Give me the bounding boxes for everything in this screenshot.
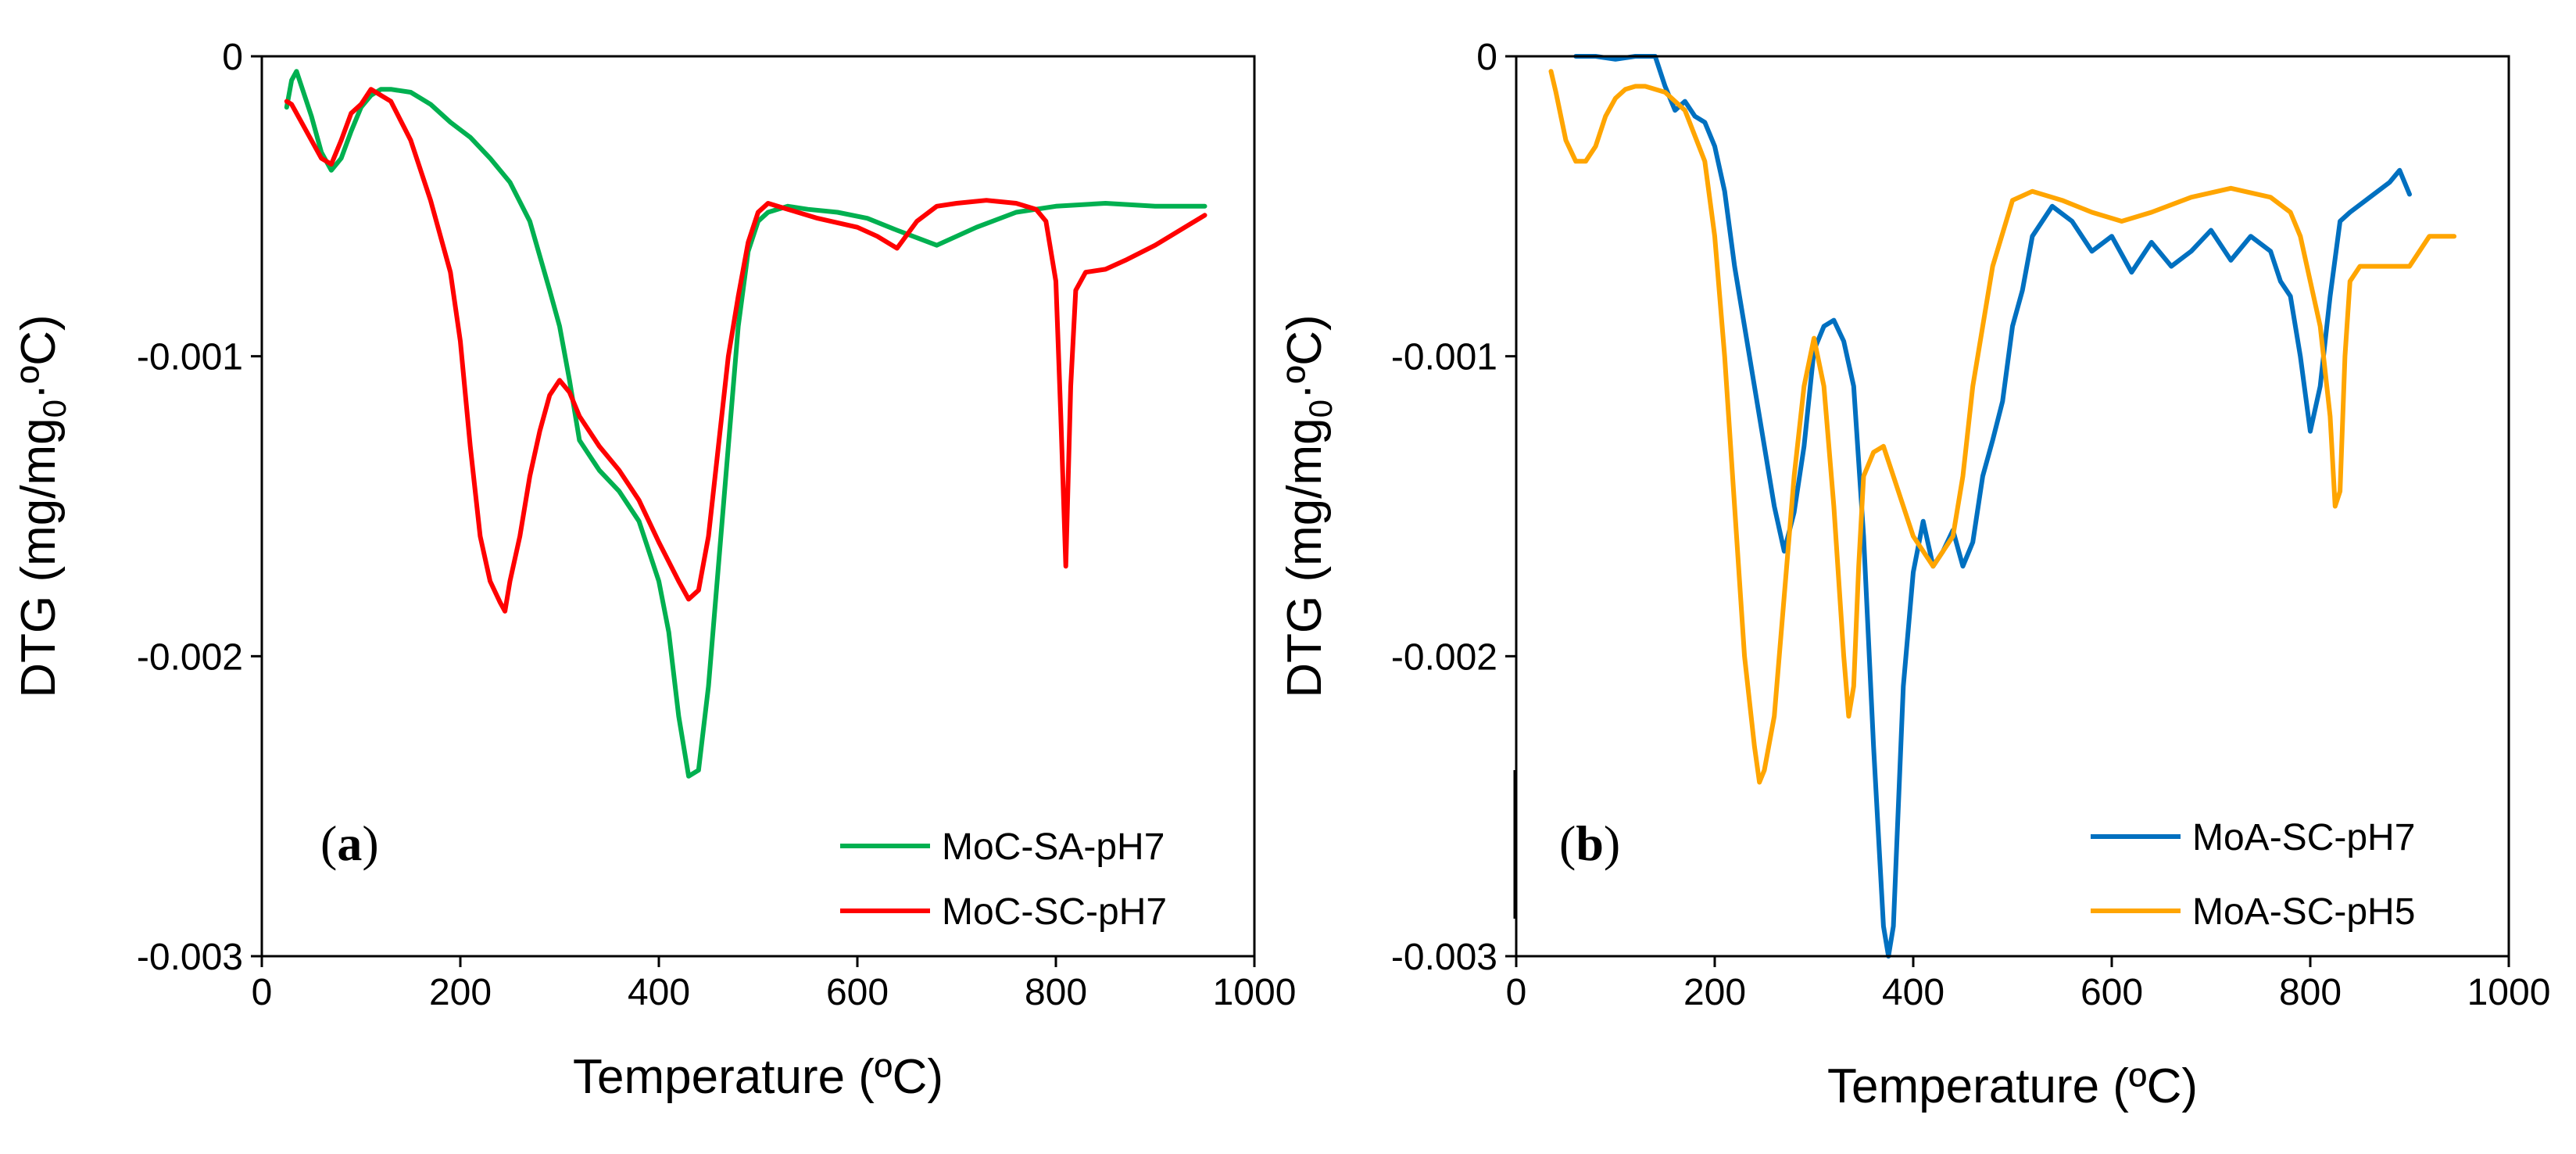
legend-label: MoC-SA-pH7 (942, 826, 1165, 868)
legend-label: MoC-SC-pH7 (942, 891, 1167, 933)
y-tick-label: -0.003 (137, 937, 243, 978)
x-tick-label: 800 (2279, 972, 2342, 1013)
y-tick-label: -0.002 (137, 636, 243, 678)
y-tick-label: -0.001 (1391, 337, 1497, 378)
y-axis-title-tail: ·ºC) (1278, 314, 1332, 400)
x-tick-label: 0 (252, 972, 273, 1013)
y-tick-label: 0 (222, 37, 243, 78)
series-line-moa-sc-ph5 (1548, 69, 2457, 785)
y-axis-title-tail: ·ºC) (12, 314, 66, 400)
y-axis-title-main: DTG (mg/mg (12, 418, 66, 697)
x-tick-label: 200 (1683, 972, 1746, 1013)
x-tick-label: 0 (1506, 972, 1527, 1013)
x-tick-label: 600 (826, 972, 889, 1013)
legend: MoA-SC-pH7 MoA-SC-pH5 (2091, 817, 2415, 933)
y-axis-title-subscript: 0 (36, 400, 73, 418)
plot-area-frame (260, 55, 1256, 958)
y-tick-label: -0.002 (1391, 636, 1497, 678)
panel-letter: a (337, 815, 362, 871)
plot-area-frame (1515, 55, 2510, 958)
y-axis-title: DTG (mg/mg0·ºC) (1278, 314, 1339, 697)
x-tick-label: 1000 (1213, 972, 1297, 1013)
series-line-moc-sa-ph7 (284, 69, 1208, 779)
x-tick-label: 1000 (2467, 972, 2551, 1013)
x-tick-label: 400 (1882, 972, 1945, 1013)
panel-label: (b) (1559, 815, 1620, 871)
x-tick-label: 400 (628, 972, 690, 1013)
x-tick-label: 200 (429, 972, 492, 1013)
panel-label: (a) (320, 815, 379, 871)
series-line-moc-sc-ph7 (284, 87, 1208, 614)
y-tick-label: 0 (1476, 37, 1497, 78)
x-tick-label: 600 (2080, 972, 2143, 1013)
x-axis-title: Temperature (ºC) (1827, 1059, 2198, 1113)
y-tick-label: -0.003 (1391, 937, 1497, 978)
x-axis-title: Temperature (ºC) (573, 1050, 943, 1104)
y-axis-title: DTG (mg/mg0·ºC) (12, 314, 73, 697)
y-tick-label: -0.001 (137, 337, 243, 378)
y-axis-title-subscript: 0 (1302, 400, 1339, 418)
chart-panel-a: 0 200 400 600 800 1000 0 -0.001 -0.002 -0.003 Temp… (12, 37, 1296, 1104)
legend: MoC-SA-pH7 MoC-SC-pH7 (840, 826, 1167, 933)
legend-label: MoA-SC-pH5 (2192, 891, 2415, 933)
y-axis-title-main: DTG (mg/mg (1278, 418, 1332, 697)
x-tick-label: 800 (1025, 972, 1087, 1013)
legend-label: MoA-SC-pH7 (2192, 817, 2415, 858)
chart-panel-b: 0 200 400 600 800 1000 0 -0.001 -0.002 -0.003 Temp… (1278, 37, 2550, 1113)
panel-letter: b (1576, 815, 1604, 871)
